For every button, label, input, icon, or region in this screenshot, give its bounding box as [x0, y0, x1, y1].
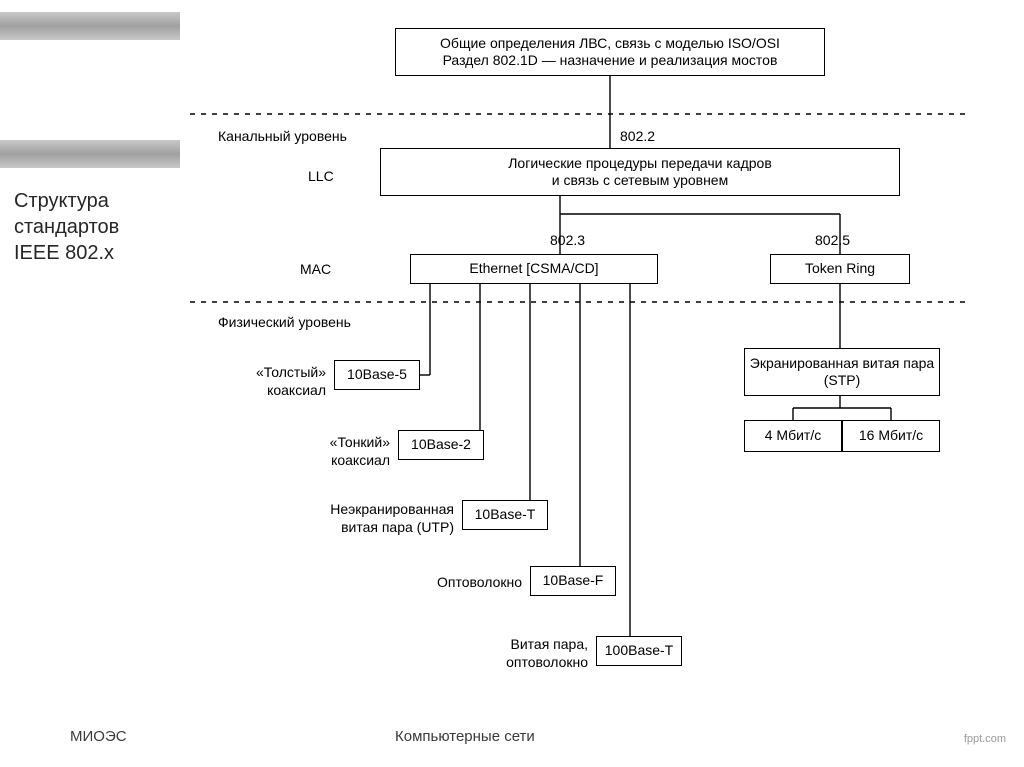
llc-label: LLC [308, 168, 334, 186]
slide: Структура стандартов IEEE 802.x Общие оп… [0, 0, 1024, 767]
decor-bar [0, 140, 180, 168]
footer-center: Компьютерные сети [395, 728, 535, 745]
physical-layer-label: Физический уровень [218, 314, 351, 332]
media-box: 10Base-5 [334, 360, 420, 390]
stp-box: Экранированная витая пара (STP) [744, 348, 940, 396]
media-box: 10Base-2 [398, 430, 484, 460]
media-label: Неэкранированнаявитая пара (UTP) [286, 501, 454, 536]
media-label: Витая пара,оптоволокно [454, 636, 588, 671]
token-ring-802-5-label: 802.5 [815, 232, 850, 250]
decor-bar [0, 12, 180, 40]
title-line: стандартов [14, 216, 119, 238]
footer-right: fppt.com [964, 733, 1006, 745]
llc-802-2-label: 802.2 [620, 128, 655, 146]
title-line: IEEE 802.x [14, 242, 114, 264]
text: Общие определения ЛВС, связь с моделью I… [440, 35, 780, 51]
text: и связь с сетевым уровнем [552, 172, 728, 188]
mac-label: MAC [300, 261, 331, 279]
ethernet-box: Ethernet [CSMA/CD] [410, 254, 658, 284]
text: Логические процедуры передачи кадров [508, 155, 772, 171]
footer-left: МИОЭС [70, 728, 127, 745]
stp-4mbit-box: 4 Мбит/с [744, 420, 842, 452]
stp-16mbit-box: 16 Мбит/с [842, 420, 940, 452]
text: Экранированная витая пара (STP) [750, 355, 934, 389]
media-label: «Толстый»коаксиал [218, 364, 326, 399]
media-box: 10Base-T [462, 500, 548, 530]
text: Раздел 802.1D — назначение и реализация … [443, 52, 778, 68]
top-definition-box: Общие определения ЛВС, связь с моделью I… [395, 28, 825, 76]
media-label: «Тонкий»коаксиал [280, 434, 390, 469]
ethernet-802-3-label: 802.3 [550, 232, 585, 250]
token-ring-box: Token Ring [770, 254, 910, 284]
media-label: Оптоволокно [398, 574, 522, 592]
slide-title: Структура стандартов IEEE 802.x [14, 188, 119, 266]
data-link-layer-label: Канальный уровень [218, 128, 347, 146]
title-line: Структура [14, 190, 109, 212]
llc-box: Логические процедуры передачи кадров и с… [380, 148, 900, 196]
media-box: 10Base-F [530, 566, 616, 596]
media-box: 100Base-T [596, 636, 682, 666]
